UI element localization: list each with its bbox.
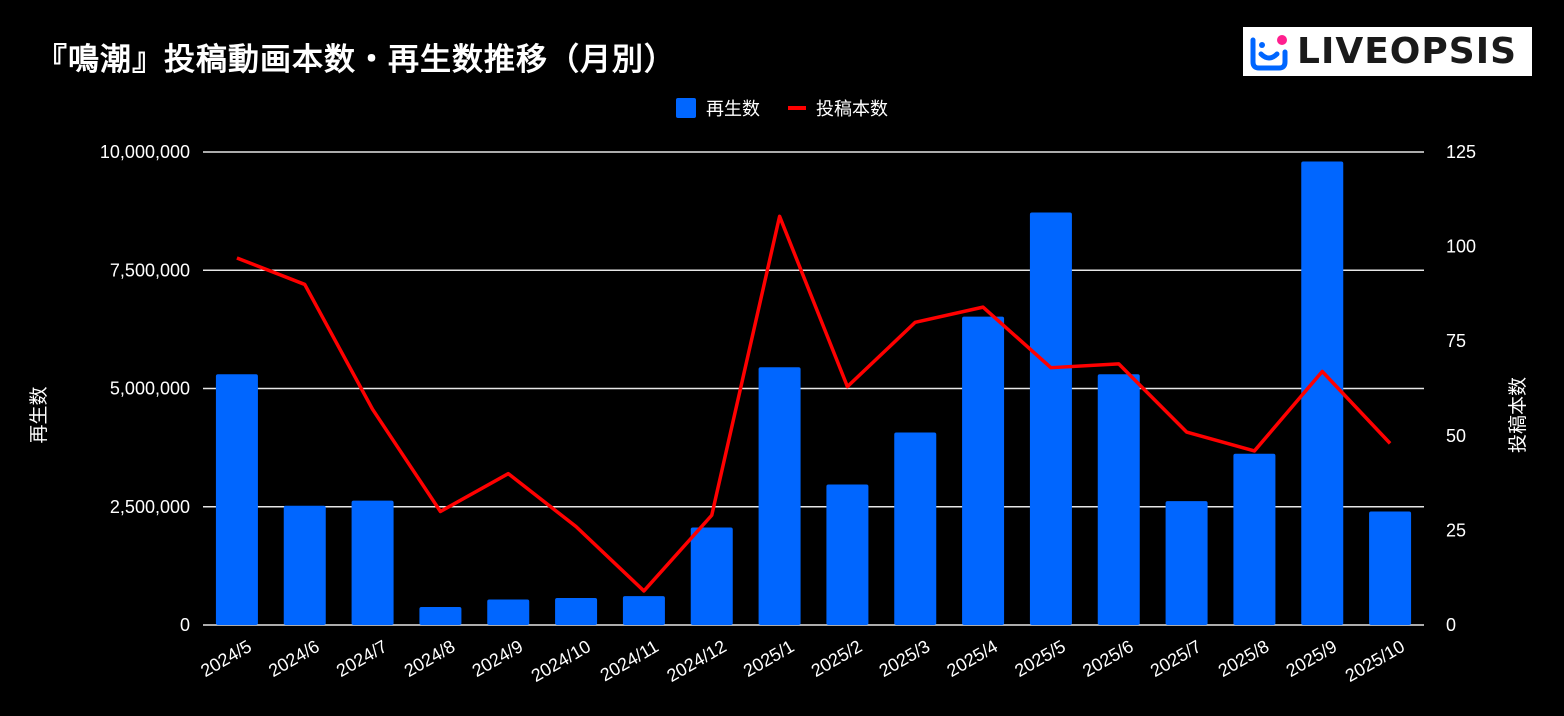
y-right-axis-title: 投稿本数 bbox=[1507, 377, 1529, 453]
y-left-tick-label: 0 bbox=[180, 615, 190, 635]
x-tick-label: 2025/6 bbox=[1079, 636, 1137, 681]
x-tick-label: 2024/7 bbox=[333, 636, 391, 681]
x-tick-label: 2024/11 bbox=[597, 636, 662, 685]
bar-views bbox=[283, 505, 326, 625]
chart-legend: 再生数 投稿本数 bbox=[0, 95, 1564, 121]
y-right-tick-label: 0 bbox=[1446, 615, 1456, 635]
y-left-tick-label: 10,000,000 bbox=[100, 142, 190, 162]
x-tick-label: 2024/12 bbox=[663, 636, 729, 686]
bar-views bbox=[622, 596, 665, 625]
legend-swatch-views bbox=[676, 98, 696, 118]
x-tick-label: 2025/8 bbox=[1215, 636, 1273, 681]
x-tick-label: 2025/10 bbox=[1342, 636, 1408, 686]
legend-item-views: 再生数 bbox=[676, 95, 760, 121]
bar-views bbox=[419, 607, 462, 625]
bar-views bbox=[758, 367, 801, 625]
x-tick-label: 2025/5 bbox=[1011, 636, 1069, 681]
bar-views bbox=[555, 598, 598, 625]
y-left-tick-label: 7,500,000 bbox=[110, 260, 190, 280]
x-tick-label: 2024/6 bbox=[265, 636, 323, 681]
bar-views bbox=[487, 599, 530, 625]
y-left-tick-label: 2,500,000 bbox=[110, 497, 190, 517]
bar-views bbox=[826, 484, 869, 625]
liveopsis-logo: LIVEOPSIS bbox=[1243, 27, 1532, 76]
legend-item-posts: 投稿本数 bbox=[788, 95, 888, 121]
y-left-tick-label: 5,000,000 bbox=[110, 379, 190, 399]
x-tick-label: 2024/10 bbox=[528, 636, 594, 686]
x-tick-label: 2024/5 bbox=[197, 636, 255, 681]
legend-label-views: 再生数 bbox=[706, 99, 760, 120]
chart-title: 『鳴潮』投稿動画本数・再生数推移（月別） bbox=[36, 42, 676, 78]
x-tick-label: 2025/1 bbox=[740, 636, 798, 681]
x-tick-label: 2025/4 bbox=[943, 636, 1001, 681]
liveopsis-logo-icon bbox=[1249, 32, 1289, 72]
liveopsis-logo-text: LIVEOPSIS bbox=[1297, 31, 1518, 72]
bar-views bbox=[690, 527, 733, 625]
legend-label-posts: 投稿本数 bbox=[816, 99, 888, 120]
x-tick-label: 2025/7 bbox=[1147, 636, 1205, 681]
y-left-axis-title: 再生数 bbox=[28, 386, 50, 443]
x-tick-label: 2024/9 bbox=[469, 636, 527, 681]
bar-views bbox=[894, 432, 937, 625]
legend-swatch-posts bbox=[788, 106, 806, 110]
y-right-tick-label: 75 bbox=[1446, 331, 1466, 351]
bar-views bbox=[1165, 501, 1208, 625]
y-right-tick-label: 25 bbox=[1446, 520, 1466, 540]
y-right-tick-label: 50 bbox=[1446, 426, 1466, 446]
bar-views bbox=[1233, 453, 1276, 625]
bar-views bbox=[1369, 511, 1412, 625]
y-right-tick-label: 125 bbox=[1446, 142, 1476, 162]
bar-views bbox=[1301, 161, 1344, 625]
bar-views bbox=[1097, 374, 1140, 625]
x-tick-label: 2025/2 bbox=[808, 636, 866, 681]
line-posts bbox=[236, 214, 1392, 593]
bar-views bbox=[215, 374, 258, 625]
y-right-tick-label: 100 bbox=[1446, 237, 1476, 257]
bar-views bbox=[1029, 212, 1072, 625]
bar-views bbox=[351, 500, 394, 625]
x-tick-label: 2025/3 bbox=[876, 636, 934, 681]
bar-views bbox=[962, 316, 1005, 625]
x-tick-label: 2024/8 bbox=[401, 636, 459, 681]
x-tick-label: 2025/9 bbox=[1283, 636, 1341, 681]
